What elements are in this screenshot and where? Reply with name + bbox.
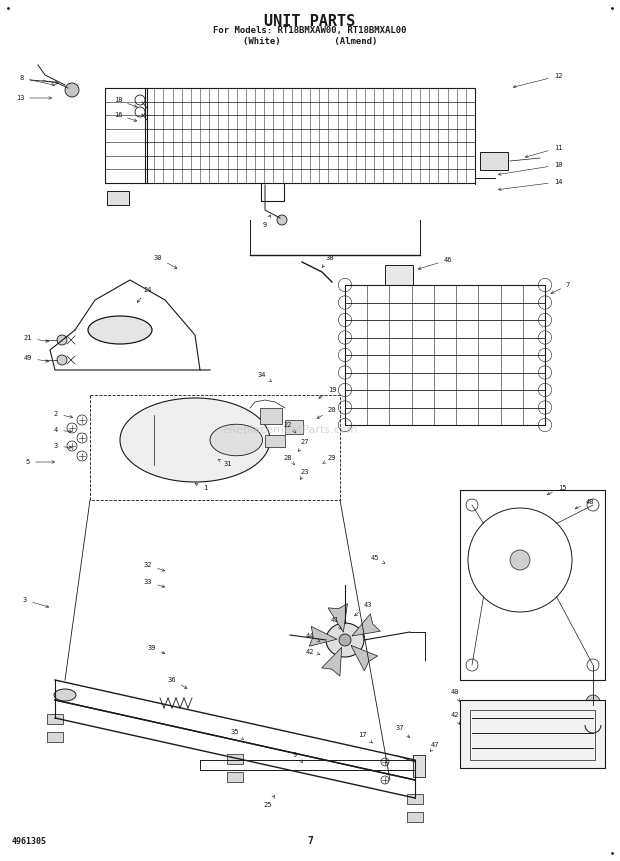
Text: 8: 8 bbox=[20, 75, 55, 86]
Text: 18: 18 bbox=[113, 97, 137, 108]
Text: 29: 29 bbox=[322, 455, 336, 463]
Bar bbox=[47, 714, 63, 724]
Bar bbox=[260, 408, 282, 424]
Text: 4: 4 bbox=[54, 427, 72, 433]
Text: 7: 7 bbox=[551, 282, 570, 294]
Text: 20: 20 bbox=[317, 407, 336, 418]
Text: 16: 16 bbox=[113, 112, 137, 121]
Text: 5: 5 bbox=[26, 459, 55, 465]
Text: 34: 34 bbox=[258, 372, 272, 381]
Text: 4961305: 4961305 bbox=[12, 837, 47, 846]
Text: 15: 15 bbox=[547, 485, 566, 495]
Circle shape bbox=[277, 215, 287, 225]
Text: 3: 3 bbox=[23, 597, 49, 608]
Bar bbox=[107, 191, 129, 205]
Text: 46: 46 bbox=[418, 257, 452, 269]
Text: 47: 47 bbox=[430, 742, 439, 752]
Circle shape bbox=[77, 433, 87, 443]
Ellipse shape bbox=[210, 424, 262, 455]
Circle shape bbox=[77, 451, 87, 461]
Text: 35: 35 bbox=[231, 729, 244, 740]
Text: 23: 23 bbox=[300, 469, 309, 480]
Text: 24: 24 bbox=[137, 287, 153, 302]
Bar bbox=[285, 420, 303, 434]
Bar bbox=[265, 435, 285, 447]
Polygon shape bbox=[309, 627, 337, 647]
Text: 9: 9 bbox=[293, 752, 303, 763]
Bar bbox=[385, 265, 413, 285]
Polygon shape bbox=[352, 614, 380, 636]
Bar bbox=[407, 794, 423, 804]
Text: 30: 30 bbox=[154, 255, 177, 269]
Text: UNIT PARTS: UNIT PARTS bbox=[264, 14, 356, 29]
Text: 40: 40 bbox=[451, 689, 459, 702]
Text: 10: 10 bbox=[498, 162, 562, 176]
Text: 42: 42 bbox=[451, 712, 459, 724]
Text: 13: 13 bbox=[16, 95, 51, 101]
Text: 41: 41 bbox=[330, 617, 341, 629]
Circle shape bbox=[77, 415, 87, 425]
Text: (White)          (Almend): (White) (Almend) bbox=[243, 37, 377, 46]
Bar bbox=[145, 88, 475, 183]
Ellipse shape bbox=[326, 623, 364, 657]
Circle shape bbox=[57, 335, 67, 345]
Text: 25: 25 bbox=[264, 796, 275, 808]
Polygon shape bbox=[322, 647, 342, 676]
Text: For Models: RT18BMXAW00, RT18BMXAL00: For Models: RT18BMXAW00, RT18BMXAL00 bbox=[213, 26, 407, 35]
Text: 33: 33 bbox=[144, 579, 165, 587]
Polygon shape bbox=[328, 604, 347, 632]
Ellipse shape bbox=[88, 316, 152, 344]
Polygon shape bbox=[351, 646, 378, 671]
Text: 27: 27 bbox=[298, 439, 309, 451]
Text: 12: 12 bbox=[513, 73, 562, 88]
Text: 19: 19 bbox=[319, 387, 336, 398]
Text: 43: 43 bbox=[355, 602, 372, 616]
Text: 14: 14 bbox=[498, 179, 562, 190]
Circle shape bbox=[586, 695, 600, 709]
Bar bbox=[470, 710, 595, 760]
Bar bbox=[460, 700, 605, 768]
Circle shape bbox=[381, 776, 389, 784]
Bar bbox=[227, 754, 243, 764]
Text: 31: 31 bbox=[218, 459, 232, 467]
Text: 39: 39 bbox=[148, 645, 165, 653]
Text: 44: 44 bbox=[306, 633, 320, 641]
Text: 38: 38 bbox=[322, 255, 334, 268]
Text: 9: 9 bbox=[263, 215, 270, 228]
Circle shape bbox=[65, 83, 79, 97]
Bar bbox=[413, 755, 425, 777]
Text: 3: 3 bbox=[54, 443, 72, 449]
Text: 22: 22 bbox=[284, 422, 296, 433]
Bar bbox=[47, 732, 63, 742]
Circle shape bbox=[57, 355, 67, 365]
Text: 1: 1 bbox=[195, 483, 207, 491]
Bar bbox=[407, 812, 423, 822]
Circle shape bbox=[339, 634, 351, 646]
Circle shape bbox=[67, 423, 77, 433]
Text: 7: 7 bbox=[307, 836, 313, 846]
Text: 37: 37 bbox=[396, 725, 410, 738]
Text: 28: 28 bbox=[284, 455, 294, 465]
Circle shape bbox=[381, 758, 389, 766]
Text: 48: 48 bbox=[575, 499, 594, 509]
Text: 21: 21 bbox=[24, 335, 48, 343]
Text: 42: 42 bbox=[306, 649, 320, 655]
Circle shape bbox=[510, 550, 530, 570]
Ellipse shape bbox=[54, 689, 76, 701]
Bar bbox=[90, 395, 340, 500]
Bar bbox=[480, 152, 508, 170]
Text: 32: 32 bbox=[144, 562, 165, 571]
Circle shape bbox=[67, 441, 77, 451]
Text: 2: 2 bbox=[54, 411, 73, 418]
Text: 49: 49 bbox=[24, 355, 48, 362]
Text: 11: 11 bbox=[525, 145, 562, 158]
Text: 36: 36 bbox=[168, 677, 187, 688]
Bar bbox=[345, 285, 545, 425]
Text: 17: 17 bbox=[358, 732, 372, 743]
Text: 45: 45 bbox=[371, 555, 385, 563]
Ellipse shape bbox=[120, 398, 270, 482]
Text: eReplacementParts.com: eReplacementParts.com bbox=[222, 425, 358, 435]
Bar bbox=[227, 772, 243, 782]
